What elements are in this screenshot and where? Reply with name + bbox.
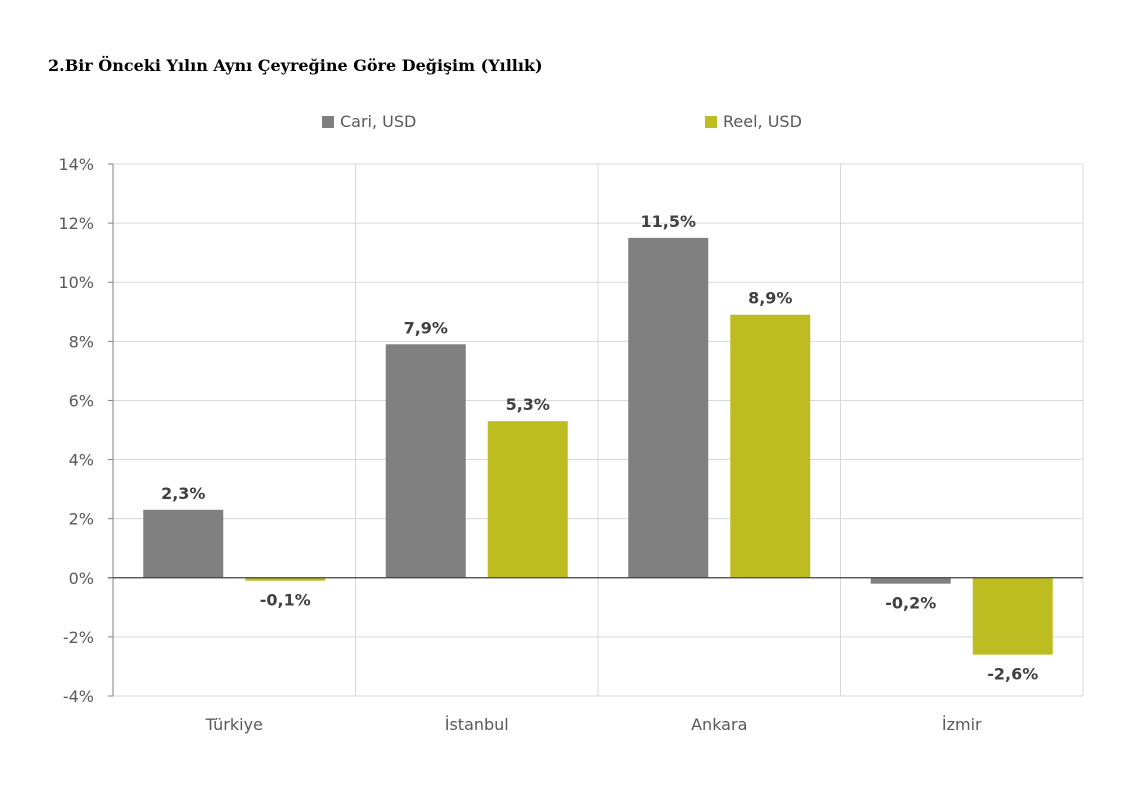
y-tick-label: -4%: [63, 687, 94, 706]
bar-reel: [245, 577, 326, 581]
y-tick-label: 2%: [69, 510, 94, 529]
bar-reel: [487, 421, 568, 578]
y-tick-label: 0%: [69, 569, 94, 588]
y-tick-label: 12%: [58, 214, 94, 233]
data-label: 7,9%: [404, 318, 448, 337]
data-label: -0,1%: [260, 591, 311, 610]
bar-cari: [628, 237, 709, 578]
y-tick-label: 4%: [69, 451, 94, 470]
x-tick-label: İzmir: [942, 715, 982, 734]
bar-cari: [143, 509, 224, 578]
bar-cari: [385, 344, 466, 578]
legend-item-reel: Reel, USD: [705, 112, 802, 131]
data-label: 8,9%: [748, 289, 792, 308]
y-tick-label: 10%: [58, 273, 94, 292]
legend-label-cari: Cari, USD: [340, 112, 417, 131]
legend-item-cari: Cari, USD: [322, 112, 416, 131]
bar-reel: [730, 314, 811, 578]
legend-label-reel: Reel, USD: [723, 112, 802, 131]
y-tick-label: 14%: [58, 155, 94, 174]
data-label: 11,5%: [640, 212, 696, 231]
legend-swatch-reel: [705, 115, 717, 128]
y-tick-label: 8%: [69, 332, 94, 351]
legend-swatch-cari: [322, 115, 334, 128]
x-tick-label: Ankara: [691, 715, 747, 734]
data-label: -2,6%: [987, 665, 1038, 684]
data-label: -0,2%: [885, 594, 936, 613]
data-label: 5,3%: [506, 395, 550, 414]
y-tick-label: 6%: [69, 391, 94, 410]
data-label: 2,3%: [161, 484, 205, 503]
chart-title: 2.Bir Önceki Yılın Aynı Çeyreğine Göre D…: [48, 56, 543, 75]
bar-reel: [972, 577, 1053, 655]
x-tick-label: İstanbul: [445, 715, 509, 734]
x-tick-label: Türkiye: [205, 715, 263, 734]
y-tick-label: -2%: [63, 628, 94, 647]
bar-cari: [870, 577, 951, 584]
